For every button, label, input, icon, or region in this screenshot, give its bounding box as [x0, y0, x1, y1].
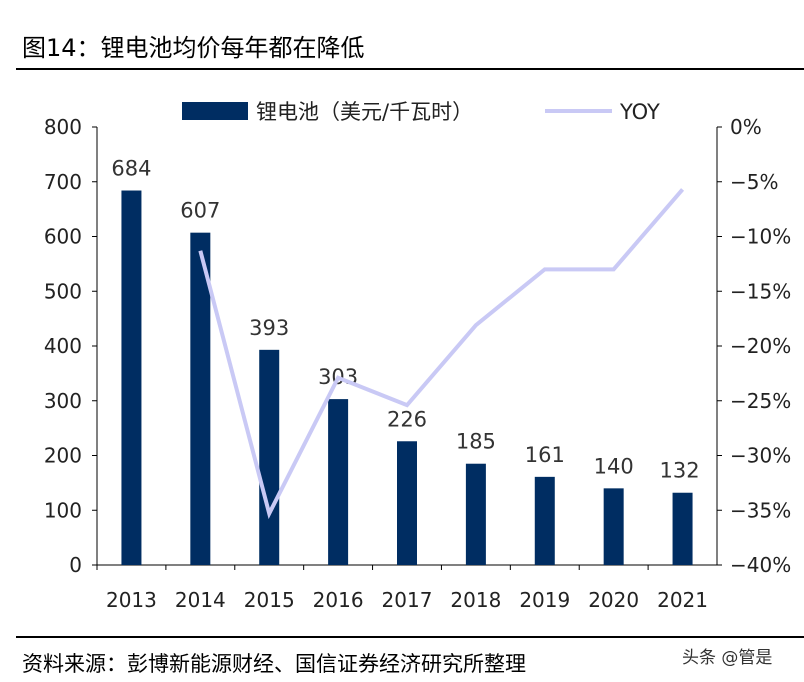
bar — [672, 492, 693, 565]
x-tick-label: 2018 — [450, 588, 501, 612]
bar — [121, 190, 142, 565]
x-tick-label: 2016 — [313, 588, 364, 612]
y2-tick-label: −10% — [730, 225, 791, 249]
data-label: 607 — [180, 199, 220, 223]
bar — [465, 463, 486, 565]
data-label: 132 — [660, 459, 700, 483]
y-tick-label: 400 — [44, 334, 82, 358]
legend-bar-swatch — [182, 102, 248, 120]
bar — [603, 488, 624, 565]
x-tick-label: 2017 — [382, 588, 433, 612]
x-tick-label: 2013 — [106, 588, 157, 612]
y2-tick-label: −25% — [730, 389, 791, 413]
y-tick-label: 700 — [44, 170, 82, 194]
data-label: 393 — [249, 316, 289, 340]
y-tick-label: 600 — [44, 225, 82, 249]
y2-tick-label: −15% — [730, 279, 791, 303]
y-tick-label: 800 — [44, 115, 82, 139]
y-tick-label: 500 — [44, 279, 82, 303]
y-tick-label: 200 — [44, 444, 82, 468]
x-tick-label: 2014 — [175, 588, 226, 612]
data-label: 226 — [387, 407, 427, 431]
y2-tick-label: −40% — [730, 553, 791, 577]
yoy-line — [198, 188, 685, 520]
y2-tick-label: −20% — [730, 334, 791, 358]
x-tick-label: 2020 — [588, 588, 639, 612]
x-tick-label: 2015 — [244, 588, 295, 612]
data-label: 684 — [111, 157, 151, 181]
bar — [190, 232, 211, 566]
data-label: 185 — [456, 430, 496, 454]
y-tick-label: 300 — [44, 389, 82, 413]
y2-tick-label: −35% — [730, 498, 791, 522]
data-label: 161 — [525, 443, 565, 467]
bar — [534, 476, 555, 565]
y-tick-label: 0 — [69, 553, 82, 577]
legend-bar-label: 锂电池（美元/千瓦时） — [256, 100, 473, 124]
data-label: 140 — [594, 454, 634, 478]
bar — [259, 349, 280, 565]
chart-title: 图14：锂电池均价每年都在降低 — [22, 34, 365, 62]
y2-tick-label: 0% — [730, 115, 762, 139]
legend-line-label: YOY — [619, 100, 660, 124]
x-tick-label: 2019 — [519, 588, 570, 612]
bar — [328, 399, 349, 565]
x-tick-label: 2021 — [657, 588, 708, 612]
bottom-divider — [16, 636, 804, 638]
watermark: 头条 @管是 — [682, 648, 773, 668]
bar — [397, 441, 417, 565]
y2-tick-label: −30% — [730, 444, 791, 468]
y2-tick-label: −5% — [730, 170, 779, 194]
y-tick-label: 100 — [44, 498, 82, 522]
top-divider — [16, 68, 804, 70]
source-note: 资料来源：彭博新能源财经、国信证券经济研究所整理 — [22, 652, 526, 676]
